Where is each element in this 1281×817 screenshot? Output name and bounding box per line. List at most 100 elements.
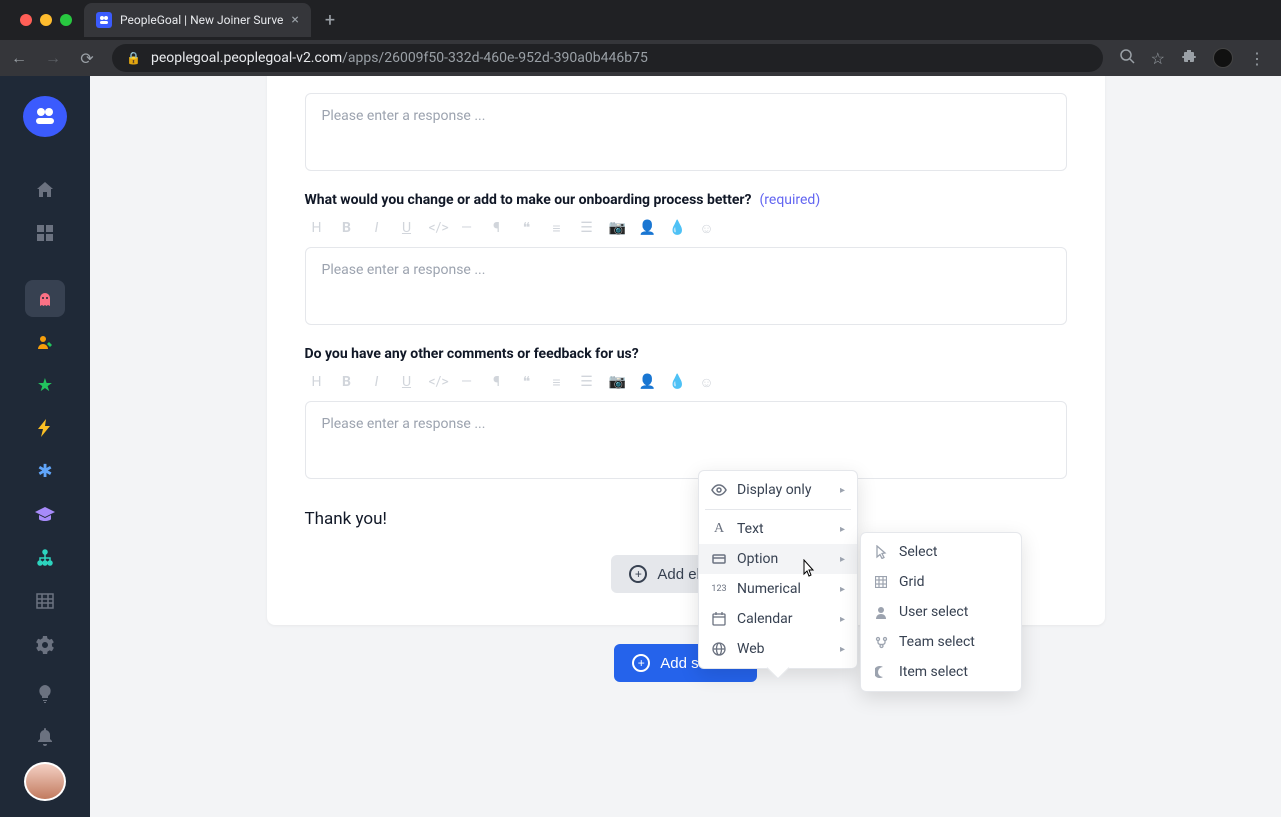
- menu-item-label: Team select: [899, 634, 975, 650]
- sidebar-grid-icon[interactable]: [25, 214, 65, 251]
- heading-icon[interactable]: H: [309, 374, 325, 391]
- submenu-item-select[interactable]: Select: [861, 537, 1021, 567]
- address-bar[interactable]: 🔒 peoplegoal.peoplegoal-v2.com/apps/2600…: [112, 44, 1103, 72]
- maximize-window-button[interactable]: [60, 14, 72, 26]
- required-badge: (required): [759, 192, 820, 208]
- response-textarea[interactable]: Please enter a response ...: [305, 93, 1067, 171]
- menu-item-calendar[interactable]: Calendar ▸: [699, 604, 857, 634]
- close-window-button[interactable]: [20, 14, 32, 26]
- kebab-menu-icon[interactable]: ⋮: [1249, 49, 1265, 68]
- tab-close-icon[interactable]: ×: [291, 12, 298, 28]
- question-label: Do you have any other comments or feedba…: [305, 346, 639, 362]
- code-icon[interactable]: </>: [429, 220, 445, 237]
- bullet-list-icon[interactable]: ≡: [549, 374, 565, 391]
- tab-title: PeopleGoal | New Joiner Surve: [120, 13, 283, 27]
- sidebar-bolt-icon[interactable]: [25, 410, 65, 447]
- rich-text-toolbar: H B I U </> — ¶ ❝ ≡ ☰ 📷 👤 💧 ☺: [305, 208, 1067, 247]
- submenu-item-grid[interactable]: Grid: [861, 567, 1021, 597]
- quote-icon[interactable]: ❝: [519, 374, 535, 391]
- image-icon[interactable]: 📷: [609, 220, 625, 237]
- reload-button[interactable]: ⟳: [78, 49, 96, 68]
- emoji-icon[interactable]: ☺: [699, 220, 715, 237]
- window-controls: [8, 14, 84, 26]
- chevron-right-icon: ▸: [840, 524, 845, 535]
- mention-icon[interactable]: 👤: [639, 374, 655, 391]
- menu-divider: [705, 509, 851, 510]
- chevron-right-icon: ▸: [840, 584, 845, 595]
- question-block: Please enter a response ...: [305, 76, 1067, 171]
- question-block: Do you have any other comments or feedba…: [305, 325, 1067, 479]
- submenu-item-user-select[interactable]: User select: [861, 597, 1021, 627]
- chevron-right-icon: ▸: [840, 644, 845, 655]
- response-textarea[interactable]: Please enter a response ...: [305, 401, 1067, 479]
- browser-tab[interactable]: PeopleGoal | New Joiner Surve ×: [84, 3, 311, 37]
- heading-icon[interactable]: H: [309, 220, 325, 237]
- sidebar-table-icon[interactable]: [25, 583, 65, 620]
- code-icon[interactable]: </>: [429, 374, 445, 391]
- paragraph-icon[interactable]: ¶: [489, 374, 505, 391]
- sidebar-hierarchy-icon[interactable]: [25, 539, 65, 576]
- bold-icon[interactable]: B: [339, 374, 355, 391]
- app-logo[interactable]: [23, 96, 67, 137]
- sidebar-settings-icon[interactable]: [25, 626, 65, 663]
- zoom-icon[interactable]: [1119, 48, 1135, 68]
- minimize-window-button[interactable]: [40, 14, 52, 26]
- image-icon[interactable]: 📷: [609, 374, 625, 391]
- new-tab-button[interactable]: +: [311, 10, 349, 31]
- rich-text-toolbar: H B I U </> — ¶ ❝ ≡ ☰ 📷 👤 💧 ☺: [305, 362, 1067, 401]
- numeric-icon: 123: [711, 584, 727, 594]
- italic-icon[interactable]: I: [369, 220, 385, 237]
- drop-icon[interactable]: 💧: [669, 220, 685, 237]
- forward-button[interactable]: →: [44, 48, 62, 68]
- ordered-list-icon[interactable]: ☰: [579, 220, 595, 237]
- element-type-menu: Display only ▸ A Text ▸ Option ▸ 123 Num…: [698, 470, 858, 669]
- sidebar-user-edit-icon[interactable]: [25, 323, 65, 360]
- option-submenu: Select Grid User select Team select: [860, 532, 1022, 692]
- menu-item-label: Text: [737, 521, 764, 537]
- submenu-item-team-select[interactable]: Team select: [861, 627, 1021, 657]
- sidebar-star-icon[interactable]: ★: [25, 367, 65, 404]
- menu-item-label: Web: [737, 641, 765, 657]
- response-textarea[interactable]: Please enter a response ...: [305, 247, 1067, 325]
- text-type-icon: A: [711, 521, 727, 537]
- sidebar-asterisk-icon[interactable]: ✱: [25, 453, 65, 490]
- sidebar: ★ ✱: [0, 76, 90, 817]
- underline-icon[interactable]: U: [399, 220, 415, 237]
- back-button[interactable]: ←: [10, 48, 28, 68]
- sidebar-bell-icon[interactable]: [25, 718, 65, 755]
- calendar-icon: [711, 612, 727, 626]
- main-content: Please enter a response ... What would y…: [90, 76, 1281, 817]
- ordered-list-icon[interactable]: ☰: [579, 374, 595, 391]
- emoji-icon[interactable]: ☺: [699, 374, 715, 391]
- sidebar-ghost-icon[interactable]: [25, 280, 65, 317]
- profile-avatar-icon[interactable]: [1213, 48, 1233, 68]
- bold-icon[interactable]: B: [339, 220, 355, 237]
- add-section-container: + Add section: [90, 626, 1281, 682]
- menu-item-label: Calendar: [737, 611, 793, 627]
- submenu-item-item-select[interactable]: Item select: [861, 657, 1021, 687]
- sidebar-lightbulb-icon[interactable]: [25, 675, 65, 712]
- bookmark-icon[interactable]: ☆: [1151, 49, 1165, 68]
- menu-item-display-only[interactable]: Display only ▸: [699, 475, 857, 505]
- quote-icon[interactable]: ❝: [519, 220, 535, 237]
- branch-icon: [873, 636, 889, 649]
- menu-item-text[interactable]: A Text ▸: [699, 514, 857, 544]
- extensions-icon[interactable]: [1181, 48, 1197, 68]
- plus-circle-icon: +: [632, 654, 650, 672]
- plus-circle-icon: +: [629, 565, 647, 583]
- sidebar-home-icon[interactable]: [25, 171, 65, 208]
- menu-item-numerical[interactable]: 123 Numerical ▸: [699, 574, 857, 604]
- paragraph-icon[interactable]: ¶: [489, 220, 505, 237]
- sidebar-graduation-icon[interactable]: [25, 496, 65, 533]
- drop-icon[interactable]: 💧: [669, 374, 685, 391]
- hr-icon[interactable]: —: [459, 220, 475, 237]
- hr-icon[interactable]: —: [459, 374, 475, 391]
- sidebar-user-avatar[interactable]: [24, 762, 66, 801]
- tab-favicon-icon: [96, 12, 112, 28]
- italic-icon[interactable]: I: [369, 374, 385, 391]
- bullet-list-icon[interactable]: ≡: [549, 220, 565, 237]
- menu-item-option[interactable]: Option ▸: [699, 544, 857, 574]
- tab-bar: PeopleGoal | New Joiner Surve × +: [0, 0, 1281, 40]
- underline-icon[interactable]: U: [399, 374, 415, 391]
- mention-icon[interactable]: 👤: [639, 220, 655, 237]
